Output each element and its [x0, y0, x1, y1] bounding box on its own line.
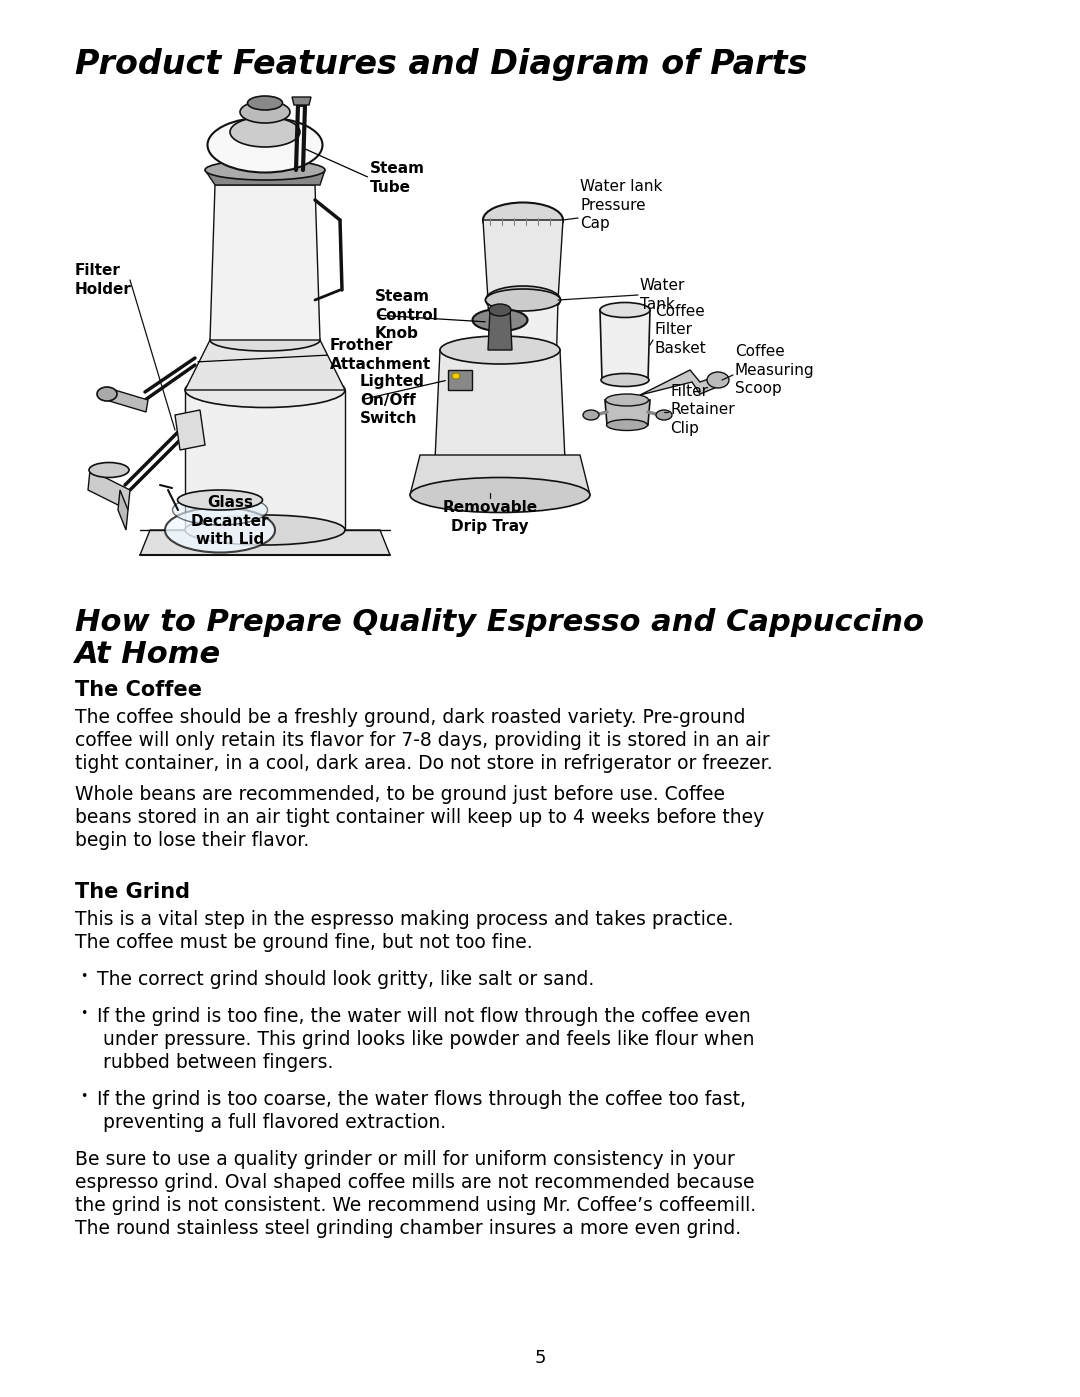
- Text: espresso grind. Oval shaped coffee mills are not recommended because: espresso grind. Oval shaped coffee mills…: [75, 1173, 755, 1192]
- Polygon shape: [488, 300, 558, 409]
- Ellipse shape: [583, 409, 599, 420]
- Polygon shape: [175, 409, 205, 450]
- Text: •: •: [80, 970, 87, 983]
- Ellipse shape: [473, 309, 527, 331]
- Polygon shape: [185, 339, 345, 390]
- Ellipse shape: [210, 330, 320, 351]
- Text: The coffee must be ground fine, but not too fine.: The coffee must be ground fine, but not …: [75, 933, 532, 951]
- Text: Product Features and Diagram of Parts: Product Features and Diagram of Parts: [75, 47, 808, 81]
- Polygon shape: [140, 529, 390, 555]
- Text: •: •: [80, 1090, 87, 1104]
- Text: Whole beans are recommended, to be ground just before use. Coffee: Whole beans are recommended, to be groun…: [75, 785, 725, 805]
- Text: The round stainless steel grinding chamber insures a more even grind.: The round stainless steel grinding chamb…: [75, 1220, 741, 1238]
- Ellipse shape: [89, 462, 129, 478]
- Text: How to Prepare Quality Espresso and Cappuccino: How to Prepare Quality Espresso and Capp…: [75, 608, 924, 637]
- Text: beans stored in an air tight container will keep up to 4 weeks before they: beans stored in an air tight container w…: [75, 807, 765, 827]
- Ellipse shape: [656, 409, 672, 420]
- Text: The coffee should be a freshly ground, dark roasted variety. Pre-ground: The coffee should be a freshly ground, d…: [75, 708, 745, 726]
- Polygon shape: [448, 370, 472, 390]
- Ellipse shape: [453, 373, 460, 379]
- Ellipse shape: [606, 394, 648, 407]
- Ellipse shape: [185, 515, 345, 545]
- Text: Steam
Control
Knob: Steam Control Knob: [375, 289, 437, 341]
- Ellipse shape: [240, 101, 291, 123]
- Text: Water
Tank: Water Tank: [640, 278, 686, 312]
- Ellipse shape: [207, 117, 323, 172]
- Text: The Grind: The Grind: [75, 882, 190, 902]
- Text: Glass
Decanter
with Lid: Glass Decanter with Lid: [191, 495, 269, 548]
- Text: under pressure. This grind looks like powder and feels like flour when: under pressure. This grind looks like po…: [103, 1030, 755, 1049]
- Polygon shape: [488, 310, 512, 351]
- Text: Lighted
On/Off
Switch: Lighted On/Off Switch: [360, 374, 424, 426]
- Text: This is a vital step in the espresso making process and takes practice.: This is a vital step in the espresso mak…: [75, 909, 733, 929]
- Text: preventing a full flavored extraction.: preventing a full flavored extraction.: [103, 1113, 446, 1132]
- Text: Water lank
Pressure
Cap: Water lank Pressure Cap: [580, 179, 662, 231]
- Polygon shape: [600, 310, 650, 380]
- Ellipse shape: [600, 373, 649, 387]
- Polygon shape: [640, 370, 723, 395]
- Polygon shape: [205, 170, 325, 184]
- Ellipse shape: [97, 387, 117, 401]
- Ellipse shape: [486, 286, 561, 314]
- Text: Filter
Holder: Filter Holder: [75, 263, 132, 296]
- Ellipse shape: [205, 161, 325, 180]
- Ellipse shape: [489, 305, 511, 316]
- Text: begin to lose their flavor.: begin to lose their flavor.: [75, 831, 309, 849]
- Text: Coffee
Filter
Basket: Coffee Filter Basket: [654, 305, 706, 356]
- Polygon shape: [185, 390, 345, 529]
- Ellipse shape: [483, 203, 563, 237]
- Text: Be sure to use a quality grinder or mill for uniform consistency in your: Be sure to use a quality grinder or mill…: [75, 1150, 734, 1169]
- Text: If the grind is too fine, the water will not flow through the coffee even: If the grind is too fine, the water will…: [97, 1007, 751, 1025]
- Ellipse shape: [491, 400, 555, 420]
- Polygon shape: [410, 455, 590, 495]
- Ellipse shape: [247, 96, 283, 110]
- Text: The Coffee: The Coffee: [75, 680, 202, 700]
- Ellipse shape: [607, 419, 648, 430]
- Ellipse shape: [185, 373, 345, 408]
- Ellipse shape: [177, 490, 262, 510]
- Polygon shape: [106, 388, 148, 412]
- Polygon shape: [292, 96, 311, 105]
- Text: 5: 5: [535, 1350, 545, 1368]
- Ellipse shape: [486, 289, 561, 312]
- Text: the grind is not consistent. We recommend using Mr. Coffee’s coffeemill.: the grind is not consistent. We recommen…: [75, 1196, 756, 1215]
- Polygon shape: [483, 219, 563, 300]
- Text: Steam
Tube: Steam Tube: [370, 161, 426, 194]
- Polygon shape: [210, 184, 320, 339]
- Ellipse shape: [230, 117, 300, 147]
- Polygon shape: [118, 490, 129, 529]
- Text: Filter
Retainer
Clip: Filter Retainer Clip: [670, 384, 734, 436]
- Text: tight container, in a cool, dark area. Do not store in refrigerator or freezer.: tight container, in a cool, dark area. D…: [75, 754, 772, 773]
- Ellipse shape: [440, 337, 561, 365]
- Ellipse shape: [707, 372, 729, 388]
- Polygon shape: [605, 400, 650, 425]
- Ellipse shape: [410, 478, 590, 513]
- Text: Frother
Attachment: Frother Attachment: [330, 338, 431, 372]
- Text: Removable
Drip Tray: Removable Drip Tray: [443, 500, 538, 534]
- Text: At Home: At Home: [75, 640, 221, 669]
- Text: The correct grind should look gritty, like salt or sand.: The correct grind should look gritty, li…: [97, 970, 594, 989]
- Text: coffee will only retain its flavor for 7-8 days, providing it is stored in an ai: coffee will only retain its flavor for 7…: [75, 731, 770, 750]
- Text: Coffee
Measuring
Scoop: Coffee Measuring Scoop: [735, 344, 814, 397]
- Ellipse shape: [165, 507, 275, 552]
- Text: If the grind is too coarse, the water flows through the coffee too fast,: If the grind is too coarse, the water fl…: [97, 1090, 746, 1109]
- Ellipse shape: [173, 495, 268, 525]
- Polygon shape: [435, 351, 565, 460]
- Text: •: •: [80, 1007, 87, 1020]
- Text: rubbed between fingers.: rubbed between fingers.: [103, 1053, 334, 1071]
- Polygon shape: [87, 469, 130, 510]
- Ellipse shape: [600, 303, 650, 317]
